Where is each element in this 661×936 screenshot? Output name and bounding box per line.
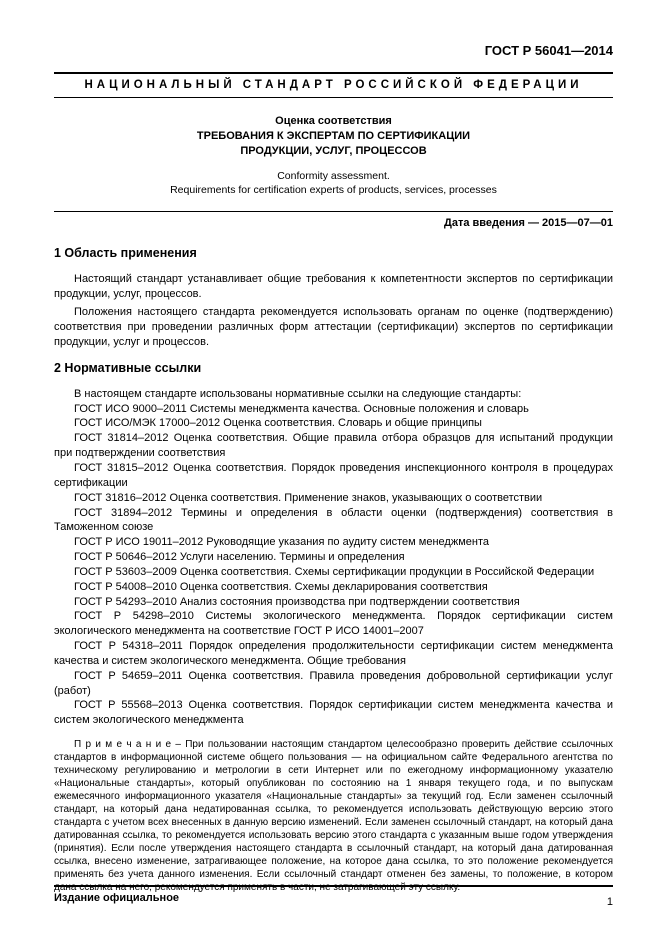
ref-item: ГОСТ Р 53603–2009 Оценка соответствия. С…	[54, 565, 613, 580]
ref-item: ГОСТ Р 54298–2010 Системы экологического…	[54, 609, 613, 639]
banner-title: НАЦИОНАЛЬНЫЙ СТАНДАРТ РОССИЙСКОЙ ФЕДЕРАЦ…	[54, 78, 613, 94]
page-number: 1	[607, 895, 613, 910]
ref-item: ГОСТ Р 55568–2013 Оценка соответствия. П…	[54, 698, 613, 728]
ref-item: ГОСТ ИСО/МЭК 17000–2012 Оценка соответст…	[54, 416, 613, 431]
section-1-para-2: Положения настоящего стандарта рекоменду…	[54, 305, 613, 350]
section-2-note: П р и м е ч а н и е – При пользовании на…	[54, 738, 613, 894]
section-1-heading: 1 Область применения	[54, 245, 613, 262]
ref-item: ГОСТ 31814–2012 Оценка соответствия. Общ…	[54, 431, 613, 461]
ref-item: ГОСТ Р 54659–2011 Оценка соответствия. П…	[54, 669, 613, 699]
ref-item: ГОСТ Р 54293–2010 Анализ состояния произ…	[54, 595, 613, 610]
title-line-3: ПРОДУКЦИИ, УСЛУГ, ПРОЦЕССОВ	[54, 144, 613, 159]
rule-top-thin	[54, 97, 613, 98]
official-edition-label: Издание официальное	[54, 892, 179, 904]
section-1-para-1: Настоящий стандарт устанавливает общие т…	[54, 272, 613, 302]
page-footer: Издание официальное 1	[54, 885, 613, 906]
section-2-intro: В настоящем стандарте использованы норма…	[54, 387, 613, 402]
title-line-1: Оценка соответствия	[54, 114, 613, 129]
ref-item: ГОСТ Р 54008–2010 Оценка соответствия. С…	[54, 580, 613, 595]
rule-footer	[54, 885, 613, 887]
ref-item: ГОСТ ИСО 9000–2011 Системы менеджмента к…	[54, 402, 613, 417]
ref-item: ГОСТ 31815–2012 Оценка соответствия. Пор…	[54, 461, 613, 491]
title-block: Оценка соответствия ТРЕБОВАНИЯ К ЭКСПЕРТ…	[54, 114, 613, 159]
document-id: ГОСТ Р 56041—2014	[54, 42, 613, 60]
ref-item: ГОСТ Р 50646–2012 Услуги населению. Терм…	[54, 550, 613, 565]
subtitle-en-line-2: Requirements for certification experts o…	[54, 183, 613, 197]
page: ГОСТ Р 56041—2014 НАЦИОНАЛЬНЫЙ СТАНДАРТ …	[0, 0, 661, 936]
ref-item: ГОСТ 31816–2012 Оценка соответствия. При…	[54, 491, 613, 506]
rule-top-thick	[54, 72, 613, 74]
ref-item: ГОСТ Р ИСО 19011–2012 Руководящие указан…	[54, 535, 613, 550]
ref-item: ГОСТ Р 54318–2011 Порядок определения пр…	[54, 639, 613, 669]
rule-mid	[54, 211, 613, 212]
subtitle-english: Conformity assessment. Requirements for …	[54, 169, 613, 197]
section-2-heading: 2 Нормативные ссылки	[54, 360, 613, 377]
title-line-2: ТРЕБОВАНИЯ К ЭКСПЕРТАМ ПО СЕРТИФИКАЦИИ	[54, 129, 613, 144]
ref-item: ГОСТ 31894–2012 Термины и определения в …	[54, 506, 613, 536]
effective-date: Дата введения — 2015—07—01	[54, 216, 613, 231]
subtitle-en-line-1: Conformity assessment.	[54, 169, 613, 183]
